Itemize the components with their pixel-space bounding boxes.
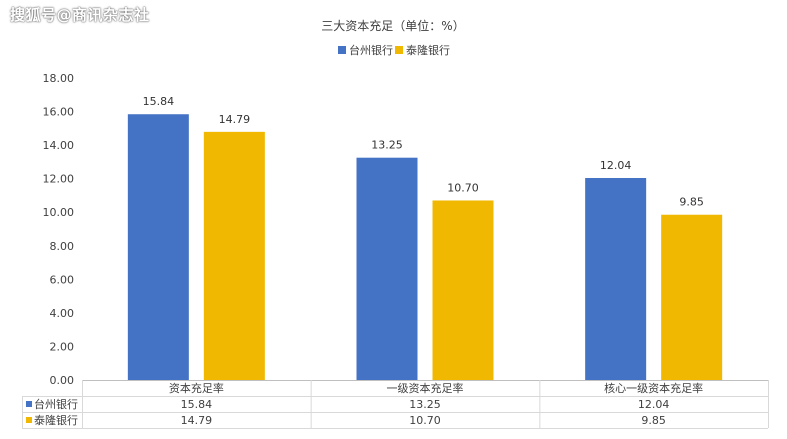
table-cell: 12.04	[638, 398, 670, 411]
y-tick-label: 6.00	[50, 273, 75, 286]
y-tick-label: 8.00	[50, 240, 75, 253]
y-tick-label: 2.00	[50, 340, 75, 353]
data-label: 13.25	[371, 139, 403, 152]
y-tick-label: 12.00	[43, 173, 75, 186]
chart-title: 三大资本充足（单位：%）	[321, 18, 464, 33]
y-tick-label: 10.00	[43, 206, 75, 219]
category-label: 一级资本充足率	[387, 381, 464, 395]
y-tick-label: 18.00	[43, 72, 75, 85]
legend-label-2: 泰隆银行	[406, 43, 450, 57]
table-legend-key-2	[26, 417, 32, 423]
data-label: 10.70	[447, 181, 479, 194]
legend-swatch-1	[338, 46, 346, 54]
table-cell: 9.85	[641, 414, 666, 427]
table-cell: 14.79	[181, 414, 213, 427]
data-label: 12.04	[600, 159, 632, 172]
bar-2-1	[203, 131, 265, 380]
y-tick-label: 14.00	[43, 139, 75, 152]
bar-1-1	[127, 114, 189, 381]
category-label: 核心一级资本充足率	[604, 381, 703, 395]
table-cell: 10.70	[409, 414, 441, 427]
table-legend-key-1	[26, 401, 32, 407]
table-cell: 13.25	[409, 398, 441, 411]
legend-label-1: 台州银行	[349, 43, 393, 57]
y-tick-label: 4.00	[50, 307, 75, 320]
category-label: 资本充足率	[169, 381, 224, 395]
legend-swatch-2	[395, 46, 403, 54]
data-label: 9.85	[679, 196, 704, 209]
table-series-name: 泰隆银行	[34, 413, 78, 427]
bar-2-2	[432, 200, 494, 380]
table-series-name: 台州银行	[34, 397, 78, 411]
table-cell: 15.84	[181, 398, 213, 411]
watermark: 搜狐号@商讯杂志社	[10, 6, 150, 24]
y-tick-label: 0.00	[50, 374, 75, 387]
y-tick-label: 16.00	[43, 106, 75, 119]
bar-1-2	[356, 157, 418, 380]
data-label: 14.79	[219, 113, 251, 126]
data-label: 15.84	[143, 95, 175, 108]
bar-1-3	[585, 177, 647, 380]
bar-2-3	[661, 214, 723, 380]
